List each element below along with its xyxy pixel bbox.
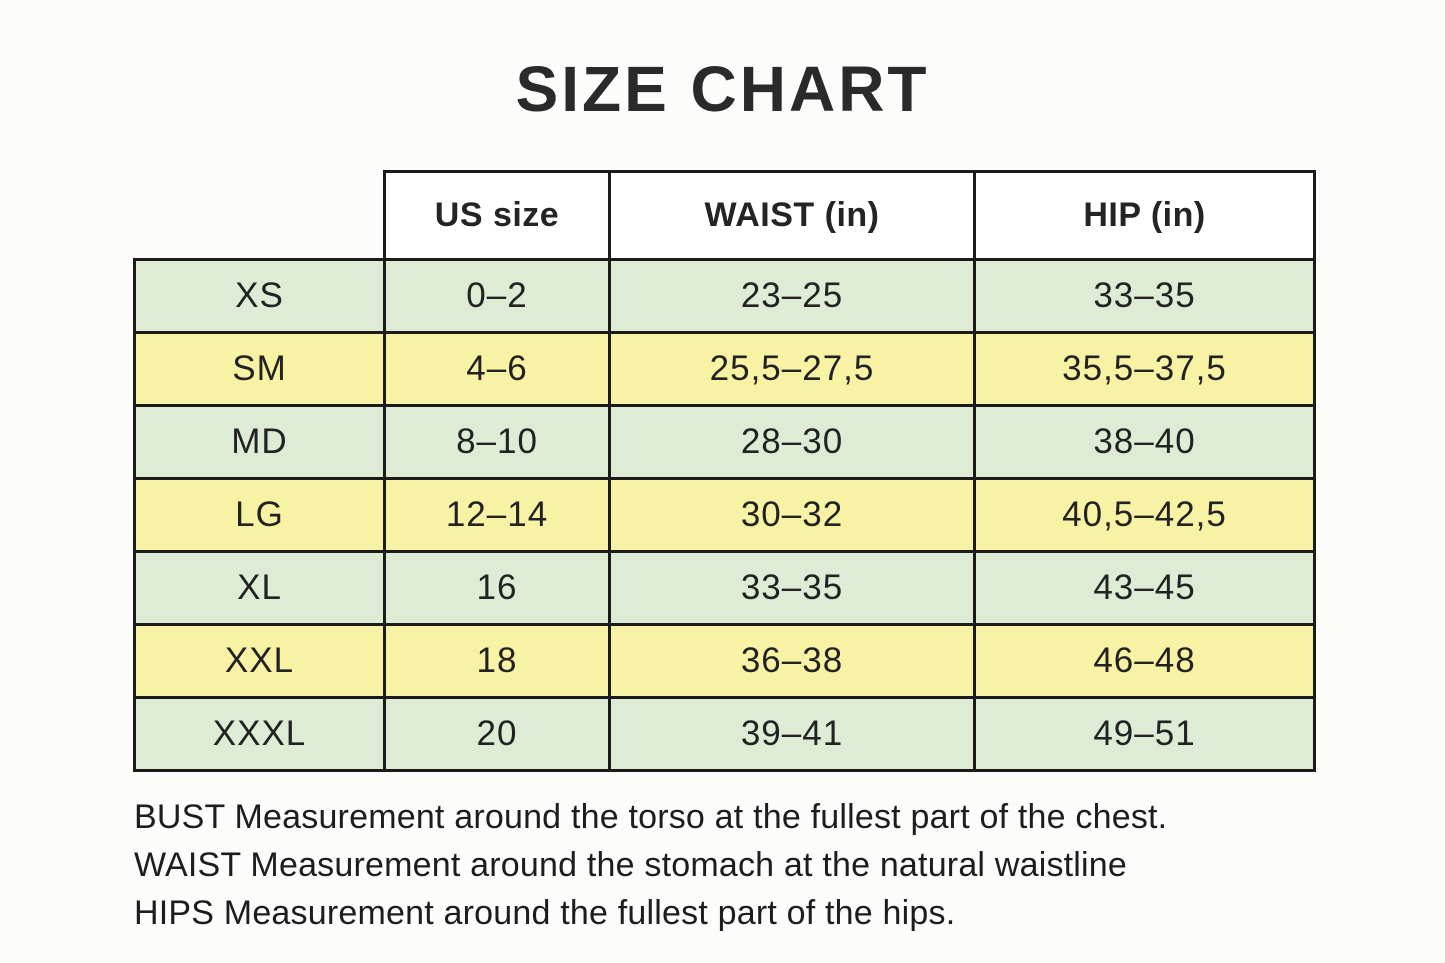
note-waist: WAIST Measurement around the stomach at …: [134, 846, 1128, 884]
header-waist: WAIST (in): [608, 170, 976, 261]
hip-cell: 40,5–42,5: [973, 477, 1316, 553]
table-body: XS 0–2 23–25 33–35 SM 4–6 25,5–27,5 35,5…: [133, 258, 1316, 772]
waist-cell: 39–41: [608, 696, 976, 772]
header-hip: HIP (in): [973, 170, 1316, 261]
size-label-cell: SM: [133, 331, 386, 407]
table-row-xxxl: XXXL 20 39–41 49–51: [133, 696, 1316, 772]
note-bust: BUST Measurement around the torso at the…: [134, 798, 1168, 836]
size-chart-table: US size WAIST (in) HIP (in) XS 0–2 23–25…: [133, 170, 1316, 772]
size-label-cell: LG: [133, 477, 386, 553]
table-row-sm: SM 4–6 25,5–27,5 35,5–37,5: [133, 331, 1316, 407]
size-chart-table-container: US size WAIST (in) HIP (in) XS 0–2 23–25…: [133, 170, 1316, 772]
table-row-lg: LG 12–14 30–32 40,5–42,5: [133, 477, 1316, 553]
us-size-cell: 4–6: [383, 331, 611, 407]
hip-cell: 46–48: [973, 623, 1316, 699]
table-row-md: MD 8–10 28–30 38–40: [133, 404, 1316, 480]
waist-cell: 33–35: [608, 550, 976, 626]
measurement-notes: BUST Measurement around the torso at the…: [134, 793, 1167, 937]
waist-cell: 25,5–27,5: [608, 331, 976, 407]
size-label-cell: XXL: [133, 623, 386, 699]
size-label-cell: XL: [133, 550, 386, 626]
waist-cell: 28–30: [608, 404, 976, 480]
table-header: US size WAIST (in) HIP (in): [135, 170, 1316, 261]
us-size-cell: 16: [383, 550, 611, 626]
table-row-xxl: XXL 18 36–38 46–48: [133, 623, 1316, 699]
us-size-cell: 0–2: [383, 258, 611, 334]
hip-cell: 43–45: [973, 550, 1316, 626]
size-label-cell: XS: [133, 258, 386, 334]
hip-cell: 33–35: [973, 258, 1316, 334]
header-row: US size WAIST (in) HIP (in): [135, 170, 1316, 261]
hip-cell: 35,5–37,5: [973, 331, 1316, 407]
header-us-size: US size: [383, 170, 611, 261]
waist-cell: 23–25: [608, 258, 976, 334]
us-size-cell: 12–14: [383, 477, 611, 553]
table-row-xl: XL 16 33–35 43–45: [133, 550, 1316, 626]
hip-cell: 38–40: [973, 404, 1316, 480]
us-size-cell: 18: [383, 623, 611, 699]
us-size-cell: 20: [383, 696, 611, 772]
size-label-cell: MD: [133, 404, 386, 480]
page-title: SIZE CHART: [515, 53, 930, 125]
waist-cell: 30–32: [608, 477, 976, 553]
waist-cell: 36–38: [608, 623, 976, 699]
hip-cell: 49–51: [973, 696, 1316, 772]
note-hips: HIPS Measurement around the fullest part…: [134, 894, 956, 932]
table-row-xs: XS 0–2 23–25 33–35: [133, 258, 1316, 334]
size-label-cell: XXXL: [133, 696, 386, 772]
us-size-cell: 8–10: [383, 404, 611, 480]
header-blank-cell: [135, 172, 385, 260]
